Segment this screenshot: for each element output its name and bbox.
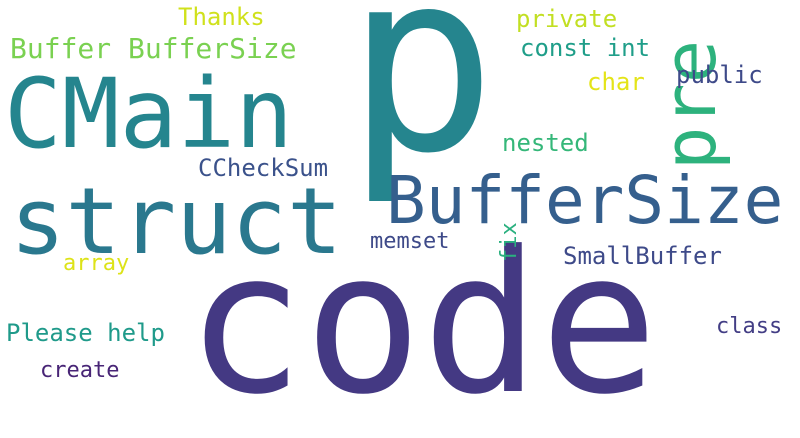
- word-smallbuffer: SmallBuffer: [563, 242, 722, 270]
- word-cmain: CMain: [4, 58, 293, 170]
- word-p: p: [346, 0, 497, 208]
- word-ccheckcum: CCheckSum: [198, 154, 329, 182]
- word-cloud: p code CMain struct BufferSize pre Buffe…: [4, 0, 784, 422]
- word-thanks: Thanks: [178, 3, 265, 31]
- word-code: code: [186, 210, 659, 438]
- word-create: create: [40, 358, 120, 383]
- word-const-int: const int: [520, 34, 651, 62]
- word-array: array: [63, 251, 130, 276]
- word-buffer-buffersize: Buffer BufferSize: [10, 32, 297, 65]
- word-public: public: [676, 61, 763, 89]
- word-struct: struct: [10, 168, 343, 275]
- word-please-help: Please help: [6, 319, 165, 347]
- word-nested: nested: [502, 129, 589, 157]
- word-private: private: [516, 5, 618, 33]
- word-fix: fix: [497, 222, 522, 262]
- word-class: class: [716, 314, 783, 339]
- word-pre: pre: [648, 39, 732, 170]
- word-buffersize: BufferSize: [386, 162, 784, 239]
- word-memset: memset: [370, 229, 450, 254]
- word-char: char: [587, 68, 645, 96]
